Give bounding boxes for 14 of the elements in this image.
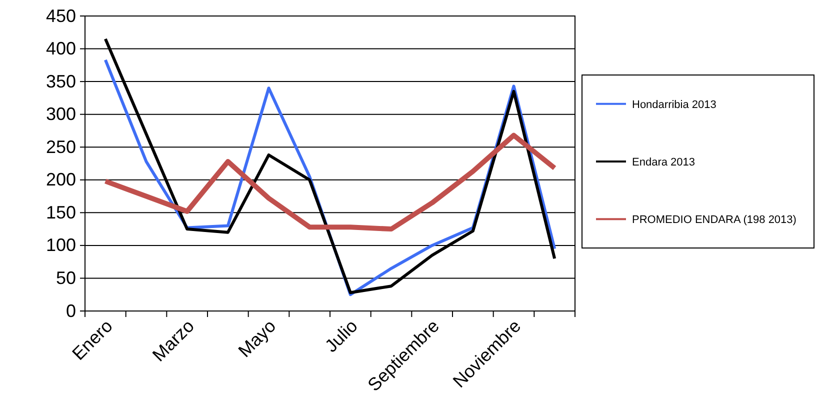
legend-label: Endara 2013 — [632, 156, 695, 168]
y-tick-label: 100 — [46, 235, 76, 256]
y-tick-label: 350 — [46, 71, 76, 92]
y-tick-label: 300 — [46, 104, 76, 124]
y-tick-label: 0 — [66, 300, 76, 321]
legend-label: PROMEDIO ENDARA (198 2013) — [632, 214, 796, 226]
x-tick-label: Julio — [321, 316, 362, 356]
y-tick-label: 250 — [46, 136, 76, 157]
y-tick-label: 150 — [46, 202, 76, 222]
y-tick-label: 400 — [46, 38, 76, 59]
y-tick-label: 450 — [46, 6, 76, 26]
y-tick-label: 200 — [46, 170, 76, 190]
legend-label: Hondarribia 2013 — [632, 98, 716, 111]
y-tick-label: 50 — [56, 268, 76, 288]
